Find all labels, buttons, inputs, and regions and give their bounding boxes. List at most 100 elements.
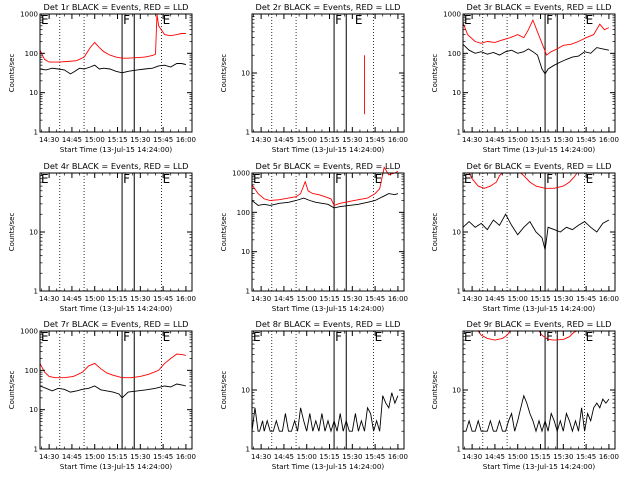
y-tick-label: 10	[452, 387, 461, 395]
chart-title: Det 2r BLACK = Events, RED = LLD	[256, 2, 401, 12]
x-tick-label: 15:30	[130, 295, 150, 303]
events-series-line	[251, 392, 399, 433]
events-series-line	[462, 43, 609, 75]
events-series-line	[39, 383, 187, 399]
y-tick-label: 1	[246, 446, 250, 454]
events-series-line	[39, 63, 186, 75]
x-tick-label: 15:15	[107, 136, 127, 144]
event-marker-label: E	[41, 13, 49, 27]
event-marker-label: E	[253, 172, 261, 186]
plot-frame	[39, 13, 193, 133]
x-tick-label: 16:00	[599, 136, 619, 144]
x-tick-label: 14:45	[274, 453, 294, 461]
y-tick-label: 1	[34, 288, 38, 296]
y-axis-label: Counts/sec	[220, 54, 228, 93]
plot-frame	[251, 172, 405, 292]
y-tick-label: 10	[29, 406, 38, 414]
chart-panel-1: Det 1r BLACK = Events, RED = LLD Counts/s…	[8, 2, 196, 154]
x-axis-label: Start Time (13-Jul-15 14:24:00)	[272, 145, 385, 154]
event-marker-label: F	[546, 172, 553, 186]
y-axis-label: Counts/sec	[431, 371, 439, 410]
y-tick-label: 10	[241, 248, 250, 256]
event-marker-label: E	[163, 172, 171, 186]
x-tick-label: 15:00	[508, 453, 528, 461]
x-tick-label: 15:00	[508, 295, 528, 303]
lld-series-line	[477, 330, 578, 341]
event-marker-label: E	[253, 330, 261, 344]
events-series-line	[463, 394, 610, 433]
chart-panel-5: Det 5r BLACK = Events, RED = LLD Counts/s…	[220, 161, 408, 313]
plot-frame	[251, 330, 405, 450]
y-tick-label: 100	[25, 50, 38, 58]
y-tick-label: 10	[29, 89, 38, 97]
chart-panel-7: Det 7r BLACK = Events, RED = LLD Counts/s…	[8, 319, 196, 471]
x-tick-label: 14:30	[251, 453, 271, 461]
plot-frame	[39, 330, 193, 450]
x-tick-label: 14:45	[62, 295, 82, 303]
lld-series-line	[462, 18, 610, 56]
x-tick-label: 14:45	[274, 136, 294, 144]
event-marker-label: F	[123, 330, 130, 344]
x-tick-label: 14:30	[39, 453, 59, 461]
x-tick-label: 14:45	[274, 295, 294, 303]
chart-panel-9: Det 9r BLACK = Events, RED = LLD Counts/s…	[431, 319, 619, 471]
chart-panel-6: Det 6r BLACK = Events, RED = LLD Counts/s…	[431, 161, 619, 313]
x-axis-label: Start Time (13-Jul-15 14:24:00)	[483, 304, 596, 313]
x-tick-label: 16:00	[388, 136, 408, 144]
x-tick-label: 14:45	[485, 453, 505, 461]
x-tick-label: 15:45	[576, 295, 596, 303]
y-tick-label: 100	[25, 367, 38, 375]
y-tick-label: 1	[457, 129, 461, 137]
x-tick-label: 16:00	[599, 295, 619, 303]
y-tick-label: 1	[457, 446, 461, 454]
lld-series-line	[251, 166, 399, 206]
x-axis-label: Start Time (13-Jul-15 14:24:00)	[60, 462, 173, 471]
x-tick-label: 14:30	[462, 453, 482, 461]
x-tick-label: 16:00	[176, 295, 196, 303]
event-marker-label: E	[586, 172, 594, 186]
y-tick-label: 100	[448, 50, 461, 58]
y-tick-label: 1000	[232, 170, 250, 178]
y-tick-label: 1000	[20, 11, 38, 19]
x-tick-label: 16:00	[176, 136, 196, 144]
x-tick-label: 14:30	[462, 136, 482, 144]
x-tick-label: 15:00	[297, 295, 317, 303]
x-tick-label: 15:30	[342, 295, 362, 303]
x-tick-label: 15:30	[342, 453, 362, 461]
x-tick-label: 15:45	[365, 453, 385, 461]
y-axis-label: Counts/sec	[220, 213, 228, 252]
y-tick-label: 1	[34, 129, 38, 137]
y-axis-label: Counts/sec	[8, 54, 16, 93]
event-marker-label: F	[335, 330, 342, 344]
x-tick-label: 16:00	[388, 453, 408, 461]
x-tick-label: 15:15	[319, 295, 339, 303]
event-marker-label: E	[163, 13, 171, 27]
events-series-line	[462, 213, 610, 250]
x-tick-label: 15:15	[107, 295, 127, 303]
chart-panel-4: Det 4r BLACK = Events, RED = LLD Counts/s…	[8, 161, 196, 313]
y-axis-label: Counts/sec	[8, 213, 16, 252]
plot-frame	[462, 13, 616, 133]
x-tick-label: 15:45	[153, 136, 173, 144]
x-axis-label: Start Time (13-Jul-15 14:24:00)	[272, 304, 385, 313]
x-tick-label: 15:30	[553, 453, 573, 461]
y-tick-label: 100	[237, 209, 250, 217]
event-marker-label: E	[464, 13, 472, 27]
x-tick-label: 15:30	[130, 136, 150, 144]
x-tick-label: 15:00	[85, 136, 105, 144]
y-tick-label: 1	[457, 288, 461, 296]
chart-panel-8: Det 8r BLACK = Events, RED = LLD Counts/s…	[220, 319, 408, 471]
event-marker-label: E	[586, 13, 594, 27]
x-tick-label: 14:30	[251, 136, 271, 144]
x-tick-label: 15:00	[508, 136, 528, 144]
lld-series-line	[39, 353, 187, 379]
event-marker-label: E	[41, 172, 49, 186]
x-tick-label: 15:15	[107, 453, 127, 461]
event-marker-label: E	[375, 172, 383, 186]
x-tick-label: 15:30	[553, 136, 573, 144]
chart-title: Det 1r BLACK = Events, RED = LLD	[44, 2, 189, 12]
x-tick-label: 15:00	[297, 453, 317, 461]
x-tick-label: 15:30	[130, 453, 150, 461]
x-tick-label: 15:45	[153, 453, 173, 461]
chart-panel-2: Det 2r BLACK = Events, RED = LLD Counts/s…	[220, 2, 408, 154]
